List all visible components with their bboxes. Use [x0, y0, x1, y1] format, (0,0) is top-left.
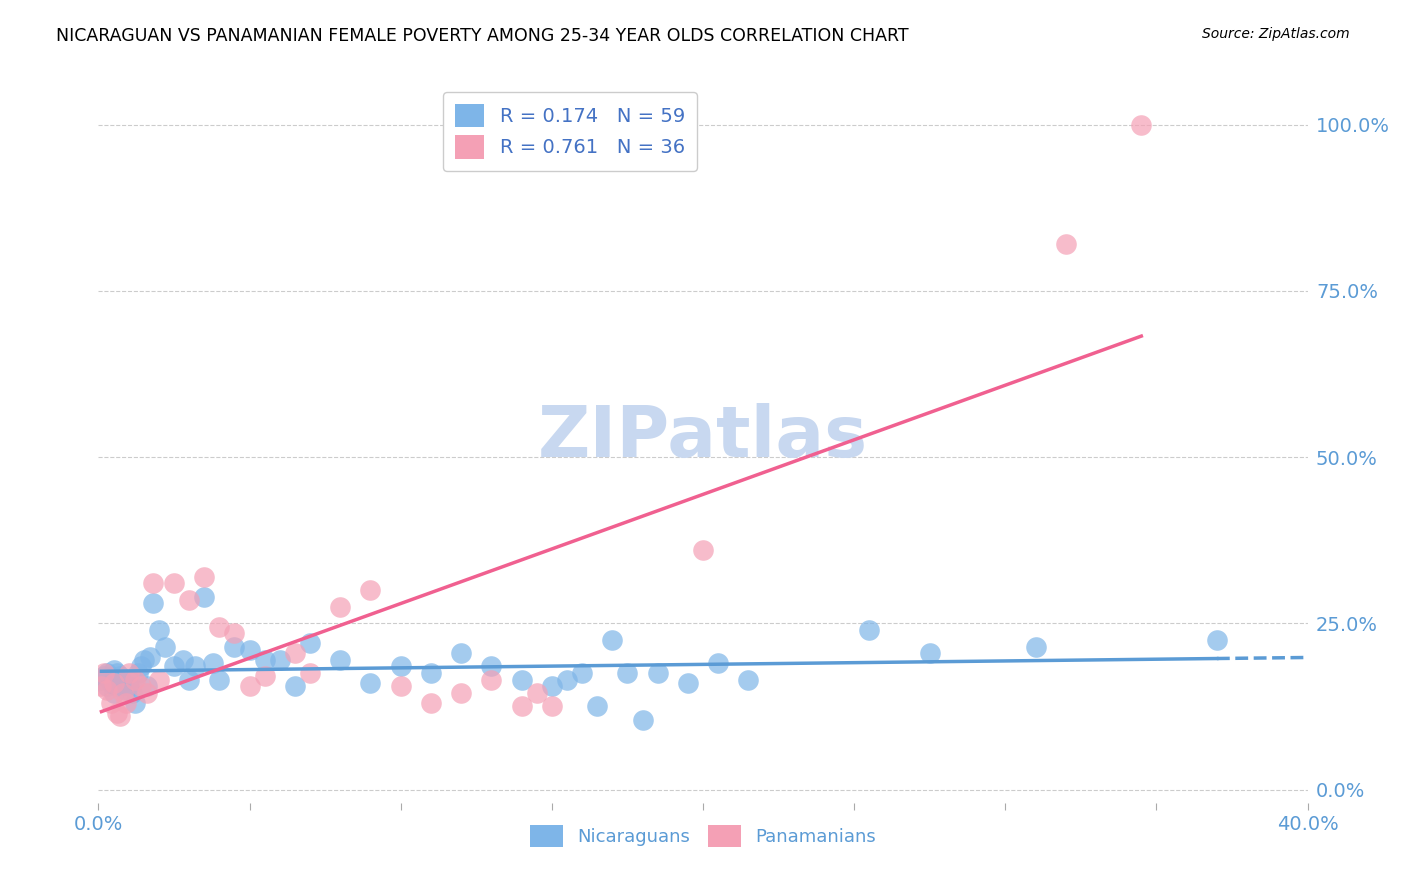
Point [510, 699, 533, 714]
Point [420, 696, 443, 710]
Point [1024, 640, 1046, 654]
Point [239, 680, 262, 694]
Point [1206, 632, 1229, 647]
Point [108, 669, 131, 683]
Point [93, 666, 115, 681]
Point [105, 666, 128, 681]
Point [284, 680, 307, 694]
Point [114, 682, 136, 697]
Point [103, 663, 125, 677]
Point [269, 653, 291, 667]
Point [737, 673, 759, 687]
Point [163, 576, 186, 591]
Text: Source: ZipAtlas.com: Source: ZipAtlas.com [1202, 27, 1350, 41]
Point [132, 653, 155, 667]
Point [114, 696, 136, 710]
Point [118, 666, 141, 681]
Point [121, 686, 143, 700]
Point [127, 666, 149, 681]
Point [118, 680, 141, 694]
Point [540, 699, 562, 714]
Point [93, 669, 115, 683]
Point [118, 673, 141, 687]
Point [111, 676, 134, 690]
Point [135, 680, 157, 694]
Point [239, 643, 262, 657]
Point [224, 640, 246, 654]
Point [420, 666, 443, 681]
Point [1054, 237, 1077, 252]
Point [602, 632, 624, 647]
Point [96, 680, 118, 694]
Point [481, 673, 503, 687]
Point [179, 593, 201, 607]
Point [172, 653, 194, 667]
Point [1130, 118, 1153, 132]
Point [148, 673, 170, 687]
Point [647, 666, 669, 681]
Point [299, 636, 322, 650]
Point [100, 696, 122, 710]
Point [129, 659, 152, 673]
Point [253, 669, 276, 683]
Point [108, 709, 131, 723]
Point [360, 676, 382, 690]
Point [111, 686, 134, 700]
Point [208, 619, 231, 633]
Point [139, 649, 162, 664]
Point [135, 686, 157, 700]
Text: NICARAGUAN VS PANAMANIAN FEMALE POVERTY AMONG 25-34 YEAR OLDS CORRELATION CHART: NICARAGUAN VS PANAMANIAN FEMALE POVERTY … [56, 27, 908, 45]
Point [184, 659, 207, 673]
Point [253, 653, 276, 667]
Point [90, 673, 112, 687]
Point [555, 673, 578, 687]
Point [510, 673, 533, 687]
Point [389, 659, 412, 673]
Point [918, 646, 941, 660]
Point [858, 623, 880, 637]
Point [142, 576, 165, 591]
Point [124, 696, 146, 710]
Point [90, 680, 112, 694]
Point [481, 659, 503, 673]
Point [329, 599, 352, 614]
Point [142, 596, 165, 610]
Point [148, 623, 170, 637]
Point [105, 680, 128, 694]
Point [389, 680, 412, 694]
Point [153, 640, 176, 654]
Point [631, 713, 654, 727]
Point [163, 659, 186, 673]
Point [329, 653, 352, 667]
Point [571, 666, 593, 681]
Point [586, 699, 609, 714]
Point [692, 543, 714, 558]
Text: ZIPatlas: ZIPatlas [538, 402, 868, 472]
Point [616, 666, 638, 681]
Point [707, 656, 730, 670]
Point [224, 626, 246, 640]
Point [540, 680, 562, 694]
Point [100, 676, 122, 690]
Point [96, 682, 118, 697]
Point [450, 646, 472, 660]
Point [202, 656, 225, 670]
Point [103, 686, 125, 700]
Point [179, 673, 201, 687]
Point [103, 676, 125, 690]
Point [299, 666, 322, 681]
Point [105, 706, 128, 720]
Point [129, 680, 152, 694]
Point [284, 646, 307, 660]
Point [193, 590, 215, 604]
Point [124, 673, 146, 687]
Point [676, 676, 699, 690]
Point [96, 666, 118, 681]
Point [193, 570, 215, 584]
Legend: Nicaraguans, Panamanians: Nicaraguans, Panamanians [522, 816, 884, 856]
Point [450, 686, 472, 700]
Point [208, 673, 231, 687]
Point [526, 686, 548, 700]
Point [360, 582, 382, 597]
